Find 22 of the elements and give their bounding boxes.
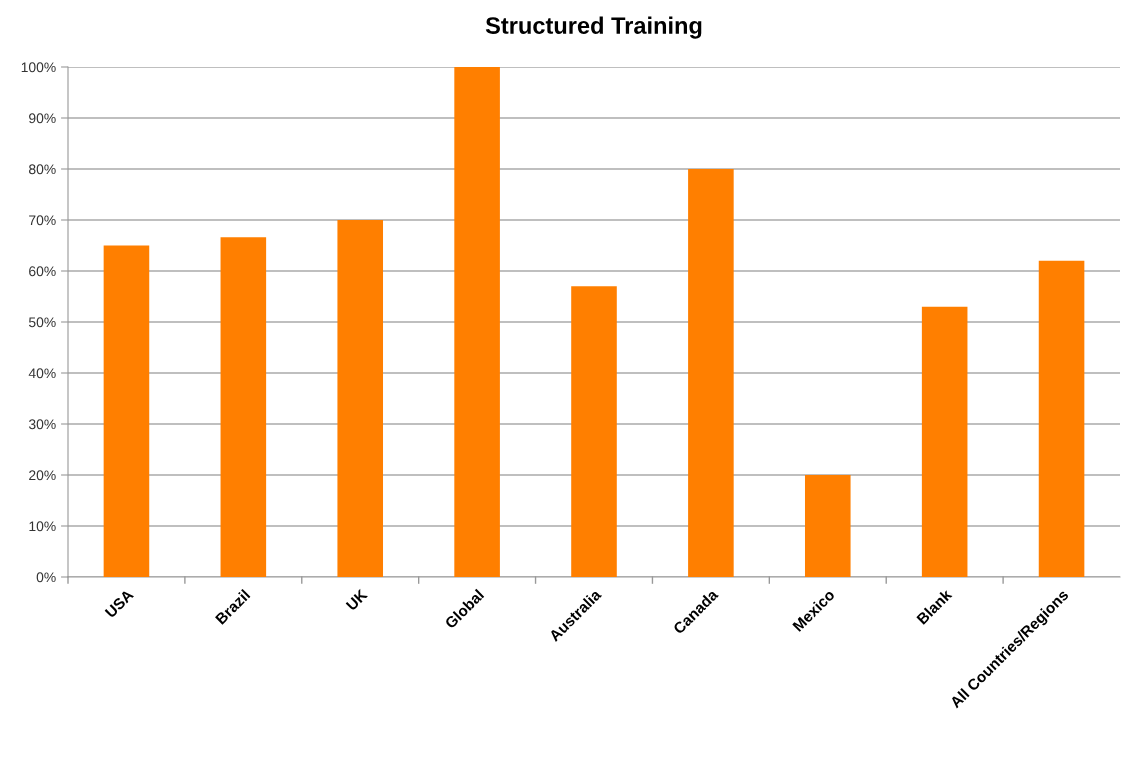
y-tick-label: 50% — [28, 317, 56, 328]
y-tick-label: 90% — [29, 113, 56, 124]
bar — [804, 475, 851, 577]
chart-title: Structured Training — [485, 16, 702, 39]
y-tick-label: 0% — [36, 572, 56, 583]
bar — [337, 220, 384, 577]
y-tick-label: 30% — [28, 419, 56, 430]
bar — [103, 245, 150, 577]
y-tick-label: 20% — [29, 470, 56, 481]
bar — [688, 169, 734, 577]
y-tick-label: 100% — [21, 62, 56, 73]
y-tick-label: 60% — [29, 266, 56, 277]
bar — [220, 237, 267, 577]
bar — [454, 67, 500, 577]
x-tick-label: UK — [345, 588, 369, 611]
y-tick-label: 40% — [28, 368, 56, 379]
bar — [571, 286, 617, 577]
y-tick-label: 70% — [29, 215, 56, 226]
y-tick-label: 80% — [29, 164, 56, 175]
bar — [921, 306, 968, 577]
y-tick-label: 10% — [29, 521, 56, 532]
bar — [1038, 260, 1085, 577]
